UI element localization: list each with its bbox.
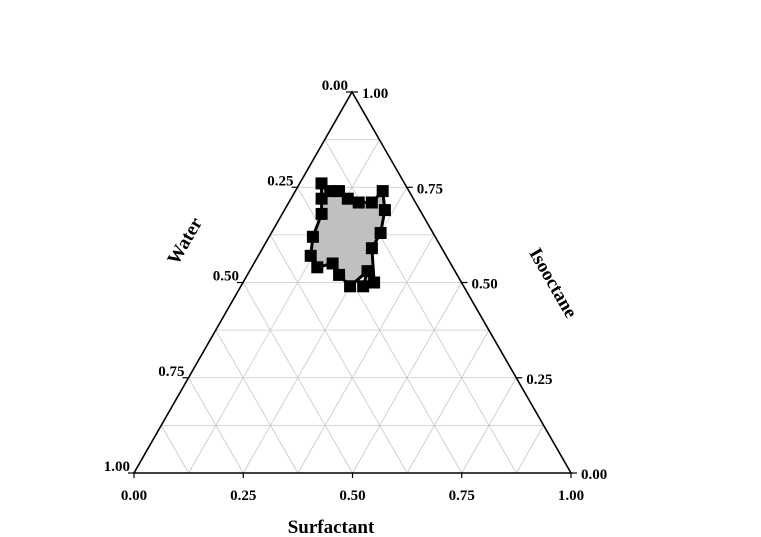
bottom-tick-label: 0.00 <box>121 488 147 504</box>
grid-line-surfactant <box>188 139 380 474</box>
left-tick-label: 0.25 <box>267 173 293 189</box>
data-point-marker <box>304 249 317 262</box>
grid-line-water <box>215 329 299 474</box>
bottom-axis-title: Surfactant <box>288 517 375 537</box>
data-point-marker <box>324 185 337 198</box>
data-markers <box>304 177 391 293</box>
left-axis-title: Water <box>163 214 207 269</box>
data-point-marker <box>352 196 365 209</box>
data-point-marker <box>315 207 328 220</box>
right-tick-label: 0.75 <box>417 181 443 197</box>
data-point-marker <box>368 276 381 289</box>
grid-line-water <box>269 234 408 474</box>
data-point-marker <box>357 280 370 293</box>
tick-marks <box>128 91 577 478</box>
bottom-tick-label: 1.00 <box>558 488 584 504</box>
right-tick-label: 0.50 <box>472 277 498 293</box>
data-point-marker <box>361 265 374 278</box>
grid-line-surfactant <box>352 282 462 474</box>
bottom-tick-label: 0.75 <box>449 488 475 504</box>
data-point-marker <box>326 257 339 270</box>
grid-line-surfactant <box>406 329 490 474</box>
data-point-marker <box>333 268 346 281</box>
grid-line-water <box>324 139 517 474</box>
grid-line-water <box>242 282 353 474</box>
data-point-marker <box>376 185 389 198</box>
data-point-marker <box>344 280 357 293</box>
grid-line-surfactant <box>297 234 435 474</box>
left-tick-label: 0.50 <box>213 269 239 285</box>
right-tick-label: 0.00 <box>581 467 607 483</box>
right-axis-title: Isooctane <box>524 245 581 322</box>
grid-line-water <box>188 377 244 474</box>
left-tick-label: 1.00 <box>104 459 130 475</box>
grid-lines <box>160 139 544 474</box>
data-point-marker <box>306 230 319 243</box>
left-tick-label: 0.75 <box>158 364 184 380</box>
bottom-tick-label: 0.25 <box>230 488 256 504</box>
tick-labels: 0.00 0.25 0.50 0.75 1.00 1.00 0.75 0.50 0.25 0.00… <box>104 78 608 504</box>
data-point-marker <box>374 227 387 239</box>
right-tick-label: 0.25 <box>526 372 552 388</box>
data-point-marker <box>365 196 378 209</box>
bottom-tick-label: 0.50 <box>339 488 365 504</box>
grid-line-surfactant <box>516 425 544 474</box>
grid-line-water <box>160 425 189 474</box>
data-point-marker <box>311 261 324 274</box>
left-tick-label: 0.00 <box>322 78 348 94</box>
grid-line-surfactant <box>461 377 517 474</box>
data-point-marker <box>365 242 378 255</box>
right-tick-label: 1.00 <box>362 86 388 102</box>
data-point-marker <box>378 204 391 217</box>
